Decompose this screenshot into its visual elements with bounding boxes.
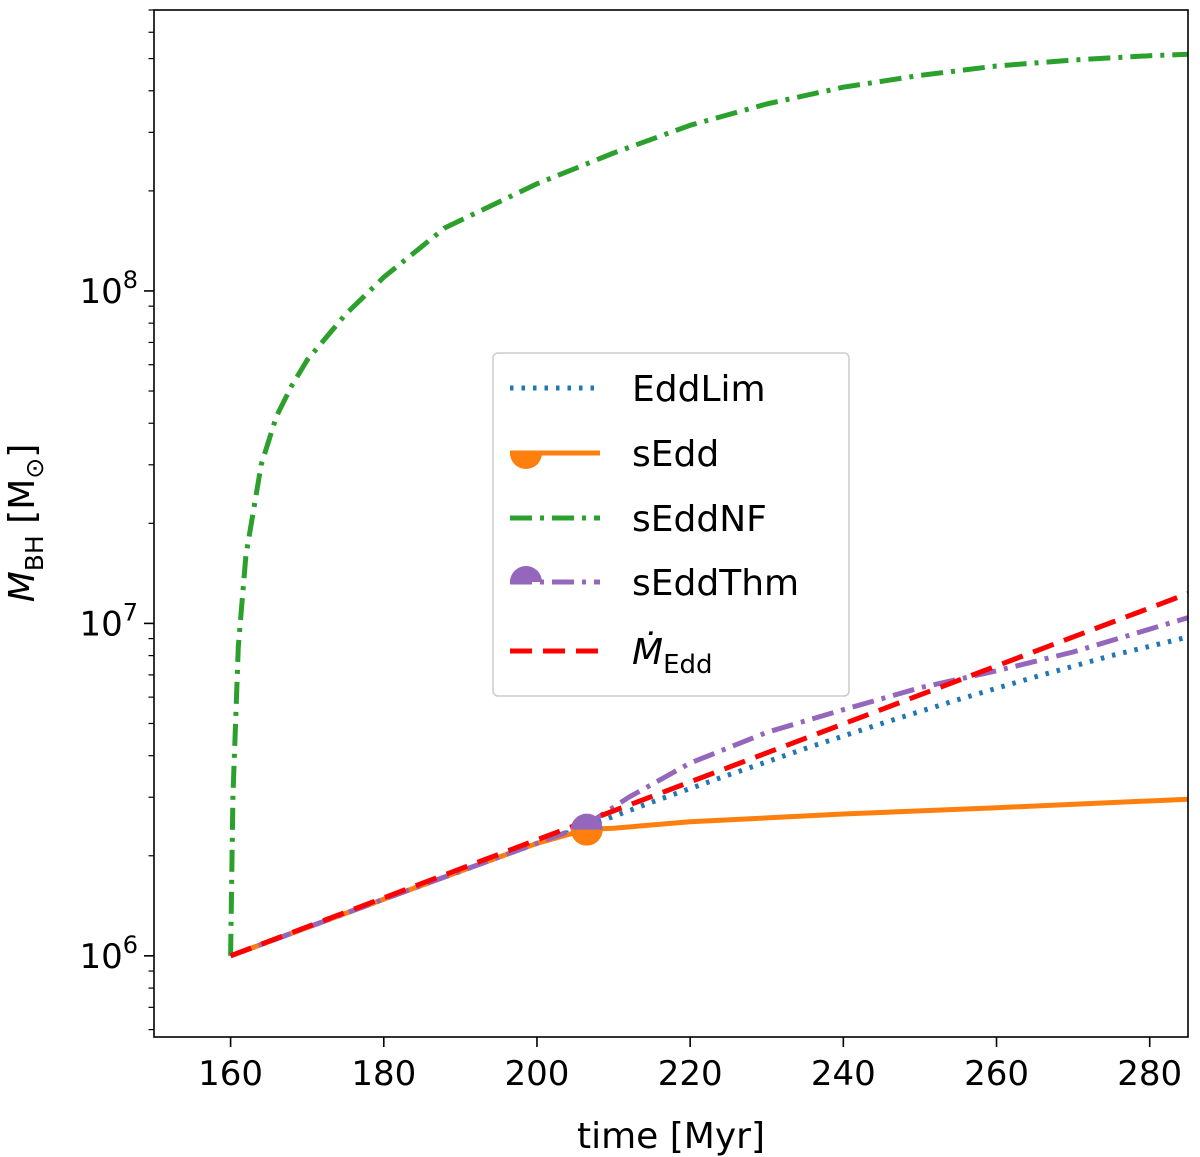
legend-marker [510, 566, 542, 582]
x-tick-label: 240 [811, 1054, 876, 1094]
y-ticks: 106 107 108 [79, 9, 154, 1031]
legend-label: sEdd [632, 434, 719, 475]
legend-label: ṀEdd [632, 631, 713, 680]
legend-box [492, 352, 850, 697]
legend-label: sEddThm [632, 563, 799, 604]
legend-label: sEddNF [632, 499, 767, 540]
plot-frame [153, 9, 1189, 1038]
x-tick-label: 180 [351, 1054, 416, 1094]
series-line-edd [229, 591, 1189, 959]
series-line-seddthm [229, 615, 1189, 959]
legend-label: EddLim [632, 369, 766, 410]
y-tick-label: 108 [79, 266, 138, 312]
series-marker-seddthm [570, 813, 603, 830]
series-line-sedd [229, 796, 1189, 959]
x-ticks: 160 180 200 220 240 260 280 [198, 1037, 1182, 1094]
series-line-seddnf [228, 51, 1189, 956]
legend: EddLim sEdd sEddNF sEddThm ṀEdd [492, 352, 850, 697]
series-marker-sedd [570, 829, 603, 846]
y-axis-title: MBH [M⊙] [2, 444, 49, 603]
x-tick-label: 260 [964, 1054, 1029, 1094]
y-tick-label: 107 [79, 598, 138, 644]
series-markers [570, 813, 603, 846]
x-tick-label: 160 [198, 1054, 263, 1094]
x-tick-label: 280 [1117, 1054, 1182, 1094]
x-axis-title: time [Myr] [577, 1116, 765, 1157]
x-tick-label: 200 [505, 1054, 570, 1094]
series-lines [228, 51, 1189, 959]
x-tick-label: 220 [658, 1054, 723, 1094]
y-tick-label: 106 [79, 931, 138, 977]
legend-marker [510, 453, 542, 469]
